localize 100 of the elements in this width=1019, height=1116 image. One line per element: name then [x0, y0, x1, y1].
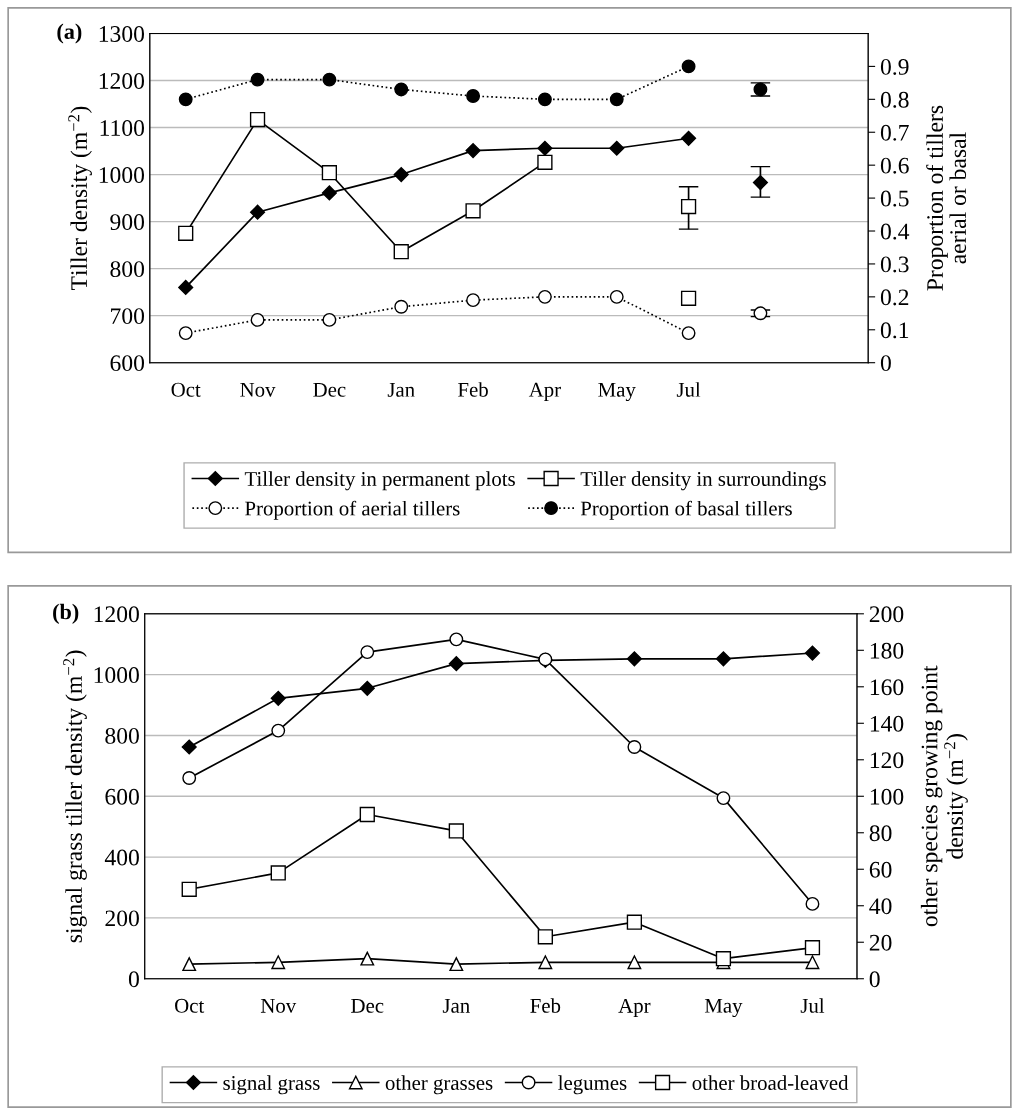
y2-tick-label: 200 — [869, 606, 904, 623]
point — [681, 130, 697, 146]
legend-label: other grasses — [385, 1075, 493, 1095]
y2-tick-label: 0.1 — [880, 322, 909, 339]
y2-tick-label: 160 — [870, 679, 904, 696]
y2-tick-label: 0.9 — [880, 58, 909, 75]
point — [178, 225, 194, 242]
point — [448, 823, 464, 839]
legend-label: Tiller density in surroundings — [580, 471, 826, 491]
point — [627, 740, 642, 754]
x-tick-label: Jul — [676, 382, 701, 397]
y-axis-title: signal grass tiller density (m$^{−2}$) — [63, 650, 87, 943]
y2-tick-label: 140 — [870, 715, 904, 732]
point — [449, 957, 464, 972]
y2-tick-label: 0.5 — [880, 190, 909, 207]
x-tick-label: Nov — [240, 382, 276, 397]
point — [466, 89, 481, 103]
point — [360, 645, 375, 660]
point — [626, 914, 643, 930]
point — [249, 204, 266, 220]
legend-label: Proportion of basal tillers — [580, 500, 792, 520]
point — [680, 198, 697, 215]
chart-title: (b) — [53, 603, 79, 624]
chart-title: (a) — [57, 23, 82, 44]
x-tick-label: Jul — [800, 998, 825, 1013]
y-axis-title: Tiller density (m$^{−2}$) — [68, 106, 92, 291]
point — [627, 955, 642, 970]
point — [322, 312, 337, 327]
y2-tick-label: 0 — [869, 971, 880, 988]
point — [178, 92, 193, 107]
point — [805, 896, 820, 911]
x-tick-label: Oct — [171, 382, 201, 397]
point — [182, 771, 197, 785]
point — [609, 140, 625, 156]
point — [680, 290, 697, 306]
x-tick-label: May — [598, 382, 636, 402]
y-tick-label: 800 — [105, 727, 139, 744]
point — [804, 940, 821, 956]
point — [466, 293, 481, 308]
point — [393, 244, 409, 260]
point — [681, 326, 696, 341]
point — [321, 185, 337, 201]
y2-tick-label: 120 — [870, 752, 904, 769]
y-tick-label: 1200 — [99, 73, 145, 89]
y-tick-label: 1000 — [94, 667, 139, 684]
y2-tick-label: 0 — [880, 355, 891, 372]
y-tick-label: 200 — [105, 910, 139, 927]
legend-label: Proportion of aerial tillers — [245, 500, 460, 520]
point — [321, 165, 338, 181]
point — [537, 929, 553, 945]
point — [537, 140, 553, 156]
y-tick-label: 700 — [111, 308, 145, 325]
point — [609, 289, 624, 304]
y-tick-label: 1000 — [99, 167, 145, 183]
point — [271, 723, 286, 738]
point — [449, 632, 464, 647]
x-tick-label: Apr — [528, 382, 561, 402]
y2-tick-label: 0.8 — [880, 91, 909, 108]
point — [537, 92, 552, 107]
point — [182, 957, 197, 972]
y-tick-label: 900 — [110, 214, 145, 231]
point — [178, 326, 193, 341]
y2-tick-label: 0.6 — [880, 157, 909, 174]
x-tick-label: Feb — [530, 998, 561, 1013]
point — [715, 651, 731, 667]
point — [322, 72, 337, 87]
legend-label: other broad-leaved — [692, 1075, 849, 1090]
point — [359, 806, 375, 823]
point — [537, 154, 553, 170]
y-tick-label: 400 — [104, 849, 139, 866]
x-tick-label: Nov — [260, 998, 297, 1013]
y2-axis-title: Proportion of tillers aerial or basal — [926, 105, 967, 291]
point — [393, 167, 409, 183]
y2-tick-label: 80 — [869, 825, 892, 842]
point — [181, 881, 197, 897]
point — [537, 289, 552, 304]
point — [465, 203, 481, 219]
point — [681, 59, 696, 74]
y2-tick-label: 0.2 — [880, 289, 909, 306]
point — [716, 791, 731, 806]
point — [359, 680, 375, 696]
point — [538, 955, 553, 970]
y-tick-label: 600 — [110, 355, 145, 372]
y-tick-label: 0 — [128, 971, 139, 988]
point — [465, 143, 481, 159]
point — [181, 739, 197, 755]
y2-axis-title: other species growing point density (m$^{−2}$) — [920, 665, 968, 927]
point — [626, 651, 642, 667]
x-tick-label: Dec — [351, 998, 384, 1013]
point — [249, 111, 266, 128]
point — [270, 690, 286, 706]
y2-tick-label: 100 — [870, 788, 904, 805]
point — [178, 279, 194, 296]
legend-label: signal grass — [223, 1075, 320, 1095]
y-tick-label: 1300 — [99, 25, 145, 42]
point — [394, 82, 409, 97]
point — [448, 656, 464, 672]
point — [752, 174, 768, 191]
point — [250, 72, 265, 87]
y-tick-label: 600 — [105, 788, 139, 805]
